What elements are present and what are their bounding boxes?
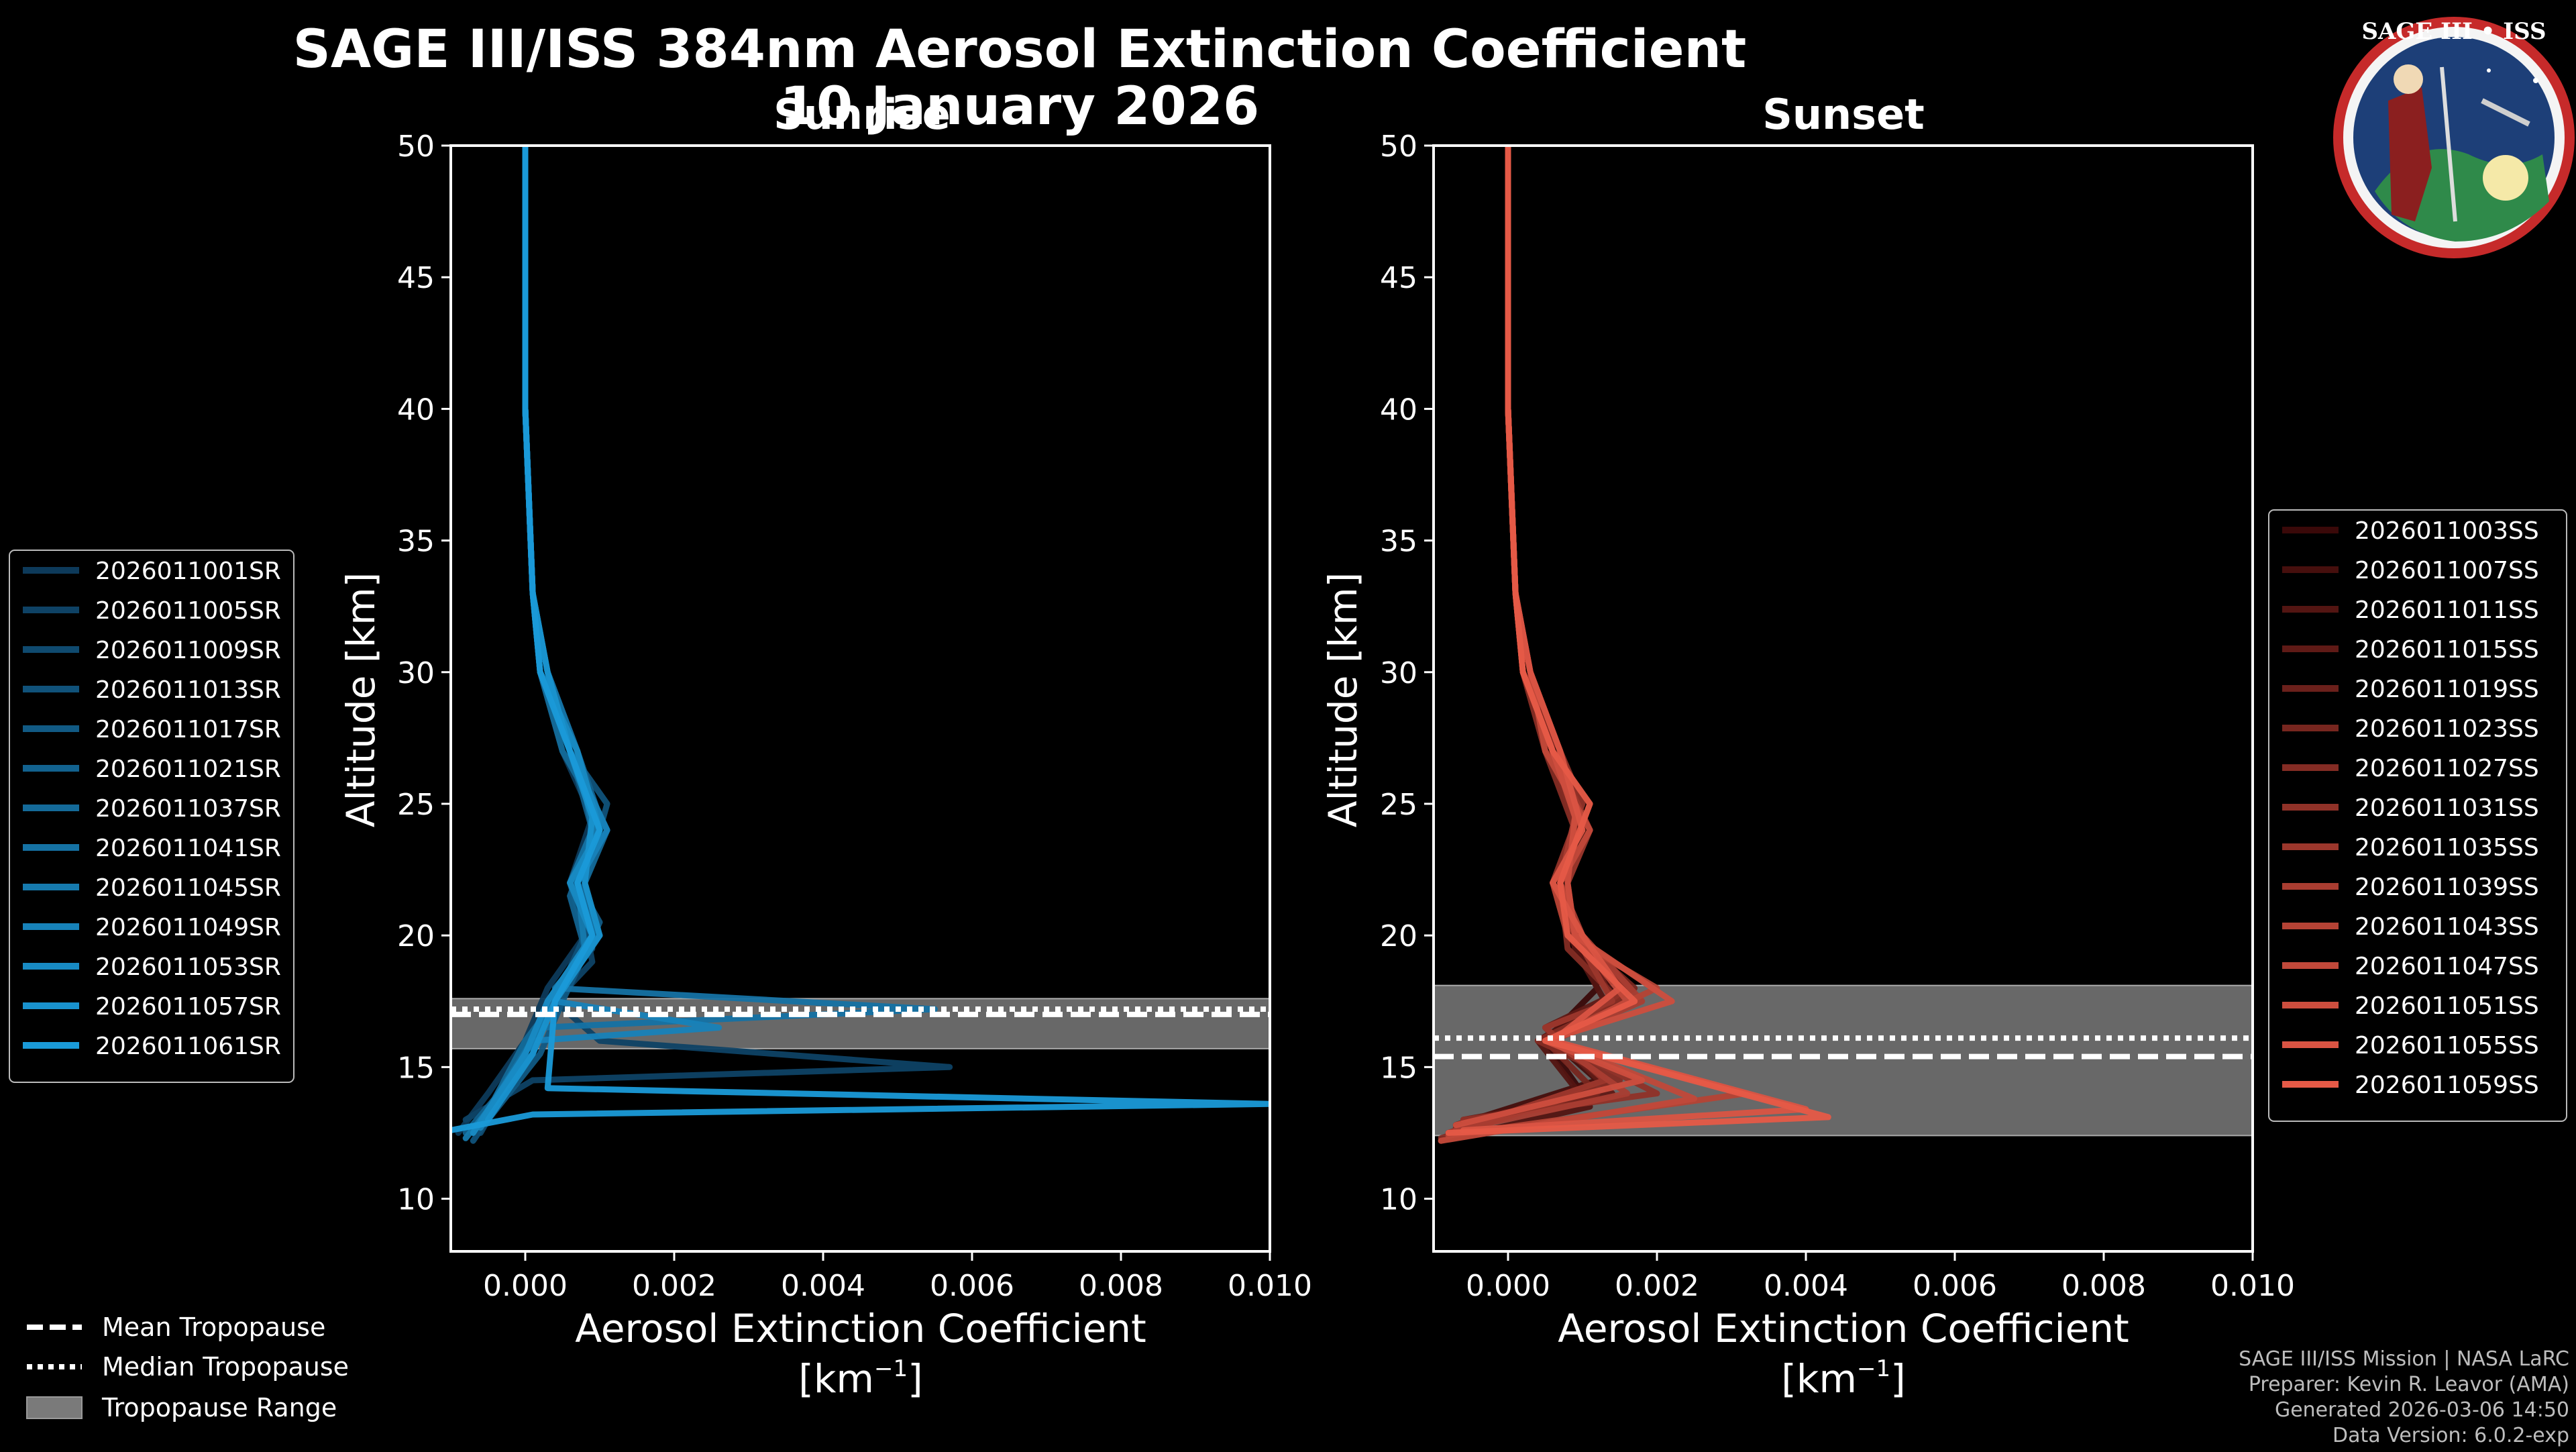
figure-title: SAGE III/ISS 384nm Aerosol Extinction Co… xyxy=(293,19,1747,80)
sunset-legend-label: 2026011003SS xyxy=(2355,517,2539,545)
sunset-plot-frame xyxy=(1432,144,2254,1253)
sunset-xtick-label: 0.010 xyxy=(2210,1269,2295,1303)
sunset-legend-label: 2026011027SS xyxy=(2355,755,2539,782)
sunset-legend-label: 2026011007SS xyxy=(2355,557,2539,584)
tropopause-legend: Mean Tropopause Median Tropopause Tropop… xyxy=(26,1312,349,1422)
sunrise-xtick-label: 0.010 xyxy=(1228,1269,1312,1303)
sunrise-ytick-label: 45 xyxy=(397,261,435,295)
sunset-ytick-label: 25 xyxy=(1380,788,1417,822)
mean-tropopause-label: Mean Tropopause xyxy=(102,1312,325,1342)
sunrise-ytick-label: 40 xyxy=(397,393,435,427)
sunset-legend-label: 2026011019SS xyxy=(2355,676,2539,703)
footer-line: Generated 2026-03-06 14:50 xyxy=(2275,1398,2569,1422)
sunrise-legend-label: 2026011021SR xyxy=(95,756,281,783)
sunset-xlabel: Aerosol Extinction Coefficient xyxy=(1558,1306,2129,1351)
sunset-legend-label: 2026011015SS xyxy=(2355,636,2539,664)
sunrise-ytick-label: 30 xyxy=(397,656,435,690)
footer-line: Data Version: 6.0.2-exp xyxy=(2332,1424,2569,1447)
sunset-ylabel: Altitude [km] xyxy=(1320,572,1366,827)
sunrise-plot-frame xyxy=(449,144,1271,1253)
sunset-ytick-label: 45 xyxy=(1380,261,1417,295)
sunrise-legend-label: 2026011001SR xyxy=(95,558,281,585)
sunrise-ytick-label: 15 xyxy=(397,1051,435,1085)
sunset-ytick-label: 30 xyxy=(1380,656,1417,690)
sunrise-legend-label: 2026011041SR xyxy=(95,835,281,862)
sunset-panel: Sunset 0.000 0.002 0.004 0.006 0.008 0.010 10 1… xyxy=(1320,90,2567,1402)
sunrise-ytick-label: 20 xyxy=(397,919,435,953)
sunrise-profile-line xyxy=(451,146,1270,1133)
sunset-legend-label: 2026011055SS xyxy=(2355,1032,2539,1059)
sunrise-xlabel: Aerosol Extinction Coefficient xyxy=(575,1306,1146,1351)
tropopause-range-swatch xyxy=(26,1396,83,1419)
sunset-ytick-label: 20 xyxy=(1380,919,1417,953)
sunrise-ytick-label: 10 xyxy=(397,1183,435,1217)
sunset-legend-label: 2026011047SS xyxy=(2355,953,2539,980)
sunset-legend-label: 2026011011SS xyxy=(2355,597,2539,624)
sunset-legend-label: 2026011059SS xyxy=(2355,1072,2539,1099)
sunrise-legend-label: 2026011045SR xyxy=(95,874,281,902)
sunrise-xtick-label: 0.004 xyxy=(781,1269,865,1303)
sunset-ytick-label: 40 xyxy=(1380,393,1417,427)
sunrise-legend-label: 2026011053SR xyxy=(95,953,281,981)
sunset-legend-label: 2026011023SS xyxy=(2355,715,2539,743)
sunset-profile-line xyxy=(1445,146,1831,1136)
sunrise-legend-label: 2026011005SR xyxy=(95,597,281,625)
sunrise-legend-label: 2026011061SR xyxy=(95,1033,281,1060)
sunset-xunit: [km−1] xyxy=(1781,1355,1905,1402)
sunrise-legend-label: 2026011013SR xyxy=(95,676,281,704)
sunrise-legend-label: 2026011049SR xyxy=(95,914,281,941)
footer-line: SAGE III/ISS Mission | NASA LaRC xyxy=(2239,1347,2569,1371)
sunrise-xtick-label: 0.000 xyxy=(483,1269,568,1303)
footer-credits: SAGE III/ISS Mission | NASA LaRC Prepare… xyxy=(2239,1347,2569,1447)
sunrise-ytick-label: 25 xyxy=(397,788,435,822)
sunrise-xtick-label: 0.008 xyxy=(1079,1269,1163,1303)
figure-date: 10 January 2026 xyxy=(780,76,1260,137)
sunset-ytick-label: 50 xyxy=(1380,129,1417,164)
sunset-legend-label: 2026011051SS xyxy=(2355,992,2539,1020)
sunset-xtick-label: 0.006 xyxy=(1913,1269,1997,1303)
sunrise-xunit: [km−1] xyxy=(798,1355,922,1402)
sunrise-xtick-label: 0.002 xyxy=(632,1269,716,1303)
sunset-legend-box xyxy=(2268,509,2567,1122)
sunrise-legend-box xyxy=(9,550,294,1083)
sunrise-xtick-label: 0.006 xyxy=(930,1269,1014,1303)
sunset-ytick-label: 15 xyxy=(1380,1051,1417,1085)
sunset-legend-label: 2026011039SS xyxy=(2355,874,2539,901)
sunrise-legend-label: 2026011037SR xyxy=(95,795,281,823)
logo-text: SAGE III • ISS xyxy=(2361,18,2546,45)
tropopause-range-label: Tropopause Range xyxy=(101,1393,337,1422)
footer-line: Preparer: Kevin R. Leavor (AMA) xyxy=(2249,1373,2569,1396)
sunrise-legend: 2026011001SR 2026011005SR 2026011009SR 2026… xyxy=(9,550,294,1083)
sunset-xtick-label: 0.002 xyxy=(1615,1269,1699,1303)
sunrise-legend-label: 2026011017SR xyxy=(95,716,281,743)
sunset-xtick-label: 0.004 xyxy=(1764,1269,1848,1303)
sunset-legend: 2026011003SS 2026011007SS 2026011011SS 2026… xyxy=(2268,509,2567,1122)
sunset-legend-label: 2026011035SS xyxy=(2355,834,2539,862)
sunset-title: Sunset xyxy=(1762,90,1925,139)
sunrise-legend-label: 2026011009SR xyxy=(95,637,281,664)
sunset-ytick-label: 35 xyxy=(1380,525,1417,559)
sunrise-ylabel: Altitude [km] xyxy=(338,572,384,827)
sunset-xtick-label: 0.000 xyxy=(1466,1269,1550,1303)
sunrise-ytick-label: 35 xyxy=(397,525,435,559)
mission-patch-icon: SAGE III • ISS xyxy=(2333,17,2575,258)
sunrise-ytick-label: 50 xyxy=(397,129,435,164)
sunrise-legend-label: 2026011057SR xyxy=(95,993,281,1021)
sunset-legend-label: 2026011043SS xyxy=(2355,913,2539,941)
sunrise-title: Sunrise xyxy=(773,90,951,139)
sunset-legend-label: 2026011031SS xyxy=(2355,794,2539,822)
sunrise-panel: Sunrise 0.000 0.002 0.004 0.006 0.008 0.010 10… xyxy=(9,90,1312,1402)
sunset-xtick-label: 0.008 xyxy=(2061,1269,2146,1303)
sunset-ytick-label: 10 xyxy=(1380,1183,1417,1217)
median-tropopause-label: Median Tropopause xyxy=(102,1352,349,1382)
